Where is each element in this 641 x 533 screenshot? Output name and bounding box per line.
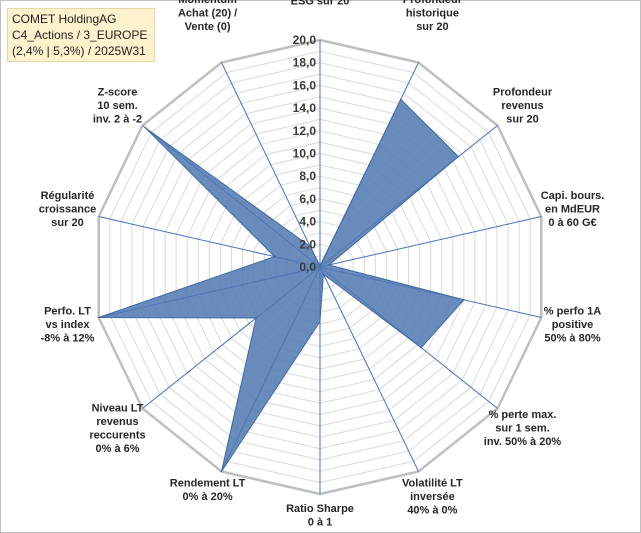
- radar-axis-label-line: revenus: [96, 416, 138, 428]
- radar-spoke: [319, 266, 419, 472]
- radar-tick-label: 14,0: [293, 101, 317, 115]
- radar-axis-label-line: 0% à 20%: [183, 491, 233, 503]
- radar-axis-label-line: sur 1 sem.: [495, 423, 549, 435]
- radar-axis-label: NoteESG sur 20: [291, 0, 350, 8]
- radar-data-point: [319, 265, 321, 267]
- radar-axis-label-line: Achat (20) /: [178, 8, 237, 20]
- radar-axis-label-line: croissance: [39, 204, 96, 216]
- radar-tick-label: 4,0: [299, 215, 316, 229]
- radar-data-point: [97, 316, 100, 319]
- radar-axis-label-line: Z-score: [98, 86, 138, 98]
- radar-axis-label-line: -8% à 12%: [41, 332, 95, 344]
- radar-axis-label-line: 40% à 0%: [407, 504, 457, 516]
- radar-data-point: [309, 245, 312, 248]
- radar-data-point: [255, 317, 257, 319]
- radar-axis-label-line: inversée: [410, 491, 455, 503]
- radar-tick-label: 20,0: [293, 33, 317, 47]
- radar-axis-label-line: Régularité: [41, 190, 95, 202]
- radar-axis-label-line: Rendement LT: [170, 477, 246, 489]
- radar-data-point: [463, 299, 465, 301]
- radar-data-point: [457, 155, 460, 158]
- radar-axis-label-line: reccurents: [89, 430, 145, 442]
- radar-axis-label-line: inv. 2 à -2: [93, 113, 142, 125]
- radar-data-point: [220, 470, 223, 473]
- radar-axis-label-line: 10 sem.: [97, 100, 137, 112]
- radar-axis-label-line: % perfo 1A: [544, 305, 602, 317]
- radar-axis-label-line: Profondeur: [403, 0, 463, 6]
- radar-axis-label-line: Capi. bours.: [541, 190, 605, 202]
- radar-tick-label: 12,0: [293, 124, 317, 138]
- radar-axis-label-line: revenus: [501, 100, 543, 112]
- radar-axis-label-line: en MdEUR: [545, 204, 600, 216]
- radar-data-point: [322, 273, 325, 276]
- radar-data-point: [319, 320, 321, 323]
- chart-title-box: COMET HoldingAG C4_Actions / 3_EUROPE (2…: [7, 8, 155, 62]
- radar-data-point: [400, 98, 402, 101]
- radar-axis-label-line: sur 20: [51, 217, 83, 229]
- radar-axis-label-line: 0 à 60 G€: [548, 217, 596, 229]
- title-line-stats: (2,4% | 5,3%) / 2025W31: [12, 44, 146, 58]
- radar-data-point: [328, 264, 330, 266]
- radar-data-point: [420, 346, 423, 349]
- radar-tick-label: 8,0: [299, 169, 316, 183]
- radar-axis-label-line: Vente (0): [185, 21, 231, 33]
- radar-axis-label-line: ESG sur 20: [291, 0, 350, 8]
- radar-data-point: [144, 126, 146, 129]
- radar-spoke: [221, 62, 321, 268]
- radar-axis-label-line: inv. 50% à 20%: [484, 436, 562, 448]
- radar-data-point: [273, 255, 276, 258]
- radar-tick-labels: 0,0 2,0 4,0 6,0 8,0 10,0 12,0 14,0 16,0 18,0 20,0: [293, 33, 317, 274]
- radar-axis-label: Z-score 10 sem.inv. 2 à -2: [93, 86, 142, 125]
- radar-axis-label-line: Niveau LT: [92, 403, 144, 415]
- radar-axis-label-line: Ratio Sharpe: [286, 503, 354, 515]
- radar-axis-label-line: 0 à 1: [308, 517, 332, 529]
- radar-axis-label: Ratio Sharpe 0 à 1: [286, 503, 354, 529]
- radar-axis-label-line: Perfo. LT: [44, 305, 91, 317]
- radar-axis-label-line: positive: [552, 319, 594, 331]
- radar-axis-label-line: 50% à 80%: [544, 332, 600, 344]
- radar-axis-label: Momentum Achat (20) /Vente (0): [178, 0, 237, 33]
- radar-axis-label-line: vs index: [45, 319, 90, 331]
- radar-axis-label-line: historique: [406, 8, 459, 20]
- title-line-company: COMET HoldingAG: [12, 12, 117, 26]
- title-line-category: C4_Actions / 3_EUROPE: [12, 28, 148, 42]
- radar-series: [97, 98, 465, 473]
- radar-tick-label: 0,0: [299, 260, 316, 274]
- radar-tick-label: 16,0: [293, 78, 317, 92]
- radar-tick-label: 6,0: [299, 192, 316, 206]
- radar-tick-label: 2,0: [299, 237, 316, 251]
- radar-tick-label: 10,0: [293, 147, 317, 161]
- radar-axis-label-line: Profondeur: [493, 86, 553, 98]
- radar-axis-label: Rendement LT 0% à 20%: [170, 477, 246, 503]
- radar-spoke: [319, 216, 542, 268]
- radar-axis-label-line: % perte max.: [489, 409, 557, 421]
- radar-axis-label-line: Volatilité LT: [402, 477, 463, 489]
- radar-axis-label-line: sur 20: [416, 21, 448, 33]
- radar-tick-label: 18,0: [293, 56, 317, 70]
- radar-axis-label: Perfo. LT vs index-8% à 12%: [41, 305, 95, 344]
- radar-axis-label-line: Momentum: [178, 0, 237, 6]
- radar-axis-label: % perte max. sur 1 sem.inv. 50% à 20%: [484, 409, 562, 448]
- radar-axis-label-line: 0% à 6%: [95, 443, 139, 455]
- radar-axis-label-line: sur 20: [506, 113, 538, 125]
